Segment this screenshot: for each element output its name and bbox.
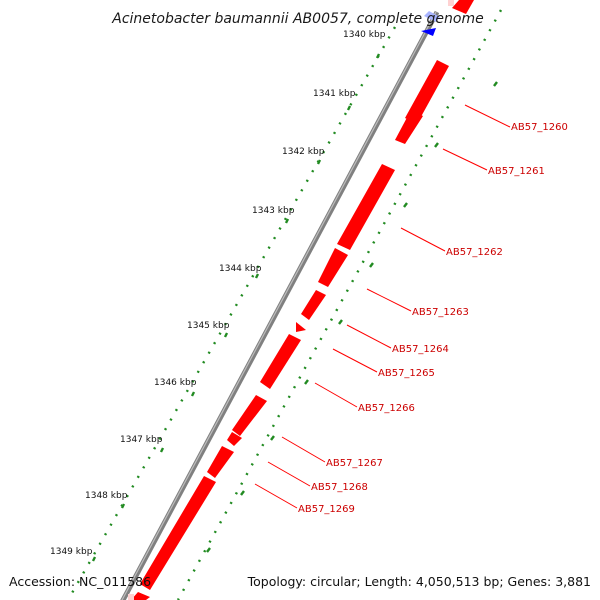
gene-label: AB57_1261: [488, 166, 545, 177]
gene-feature: [260, 334, 301, 389]
gene-feature: [452, 0, 474, 14]
gene-feature: [318, 248, 348, 287]
tick-label: 1348 kbp: [85, 491, 128, 501]
tick-label: 1349 kbp: [50, 547, 93, 557]
gene-feature: [337, 164, 395, 250]
tick-label: 1343 kbp: [252, 206, 295, 216]
gene-feature: [296, 322, 306, 332]
gene-feature: [232, 395, 267, 436]
gene-label: AB57_1269: [298, 504, 355, 515]
outer-major-ticks: [206, 81, 498, 553]
gene-label: AB57_1260: [511, 122, 568, 133]
tick-label: 1342 kbp: [282, 147, 325, 157]
reverse-gene-arrowhead: [421, 28, 436, 36]
tick-label: 1340 kbp: [343, 30, 386, 40]
tick-label: 1344 kbp: [219, 264, 262, 274]
topology-text: Topology: circular; Length: 4,050,513 bp…: [247, 574, 591, 589]
map-title: Acinetobacter baumannii AB0057, complete…: [111, 11, 483, 27]
gene-feature: [301, 290, 326, 320]
gene-feature: [140, 476, 216, 590]
gene-label: AB57_1267: [326, 458, 383, 469]
gene-leader-lines: [254, 104, 511, 509]
gene-label: AB57_1263: [412, 307, 469, 318]
inner-major-ticks: [91, 53, 381, 562]
gene-feature: [395, 110, 423, 144]
tick-label: 1347 kbp: [120, 435, 163, 445]
gene-feature: [227, 432, 242, 446]
tick-label: 1341 kbp: [313, 89, 356, 99]
gene-feature: [405, 60, 449, 124]
gene-feature: [207, 446, 234, 478]
genome-backbone: [120, 10, 440, 600]
reverse-gene-feature: [424, 11, 440, 22]
gene-label: AB57_1268: [311, 482, 368, 493]
gene-label: AB57_1264: [392, 344, 449, 355]
gene-feature: [131, 592, 150, 600]
accession-text: Accession: NC_011586: [9, 574, 151, 589]
gene-label: AB57_1265: [378, 368, 435, 379]
tick-label: 1345 kbp: [187, 321, 230, 331]
gene-end-caps: [128, 0, 454, 600]
tick-label: 1346 kbp: [154, 378, 197, 388]
genome-backbone-highlight: [121, 11, 437, 600]
forward-gene-features: [131, 0, 474, 600]
gene-label: AB57_1266: [358, 403, 415, 414]
gene-label: AB57_1262: [446, 247, 503, 258]
